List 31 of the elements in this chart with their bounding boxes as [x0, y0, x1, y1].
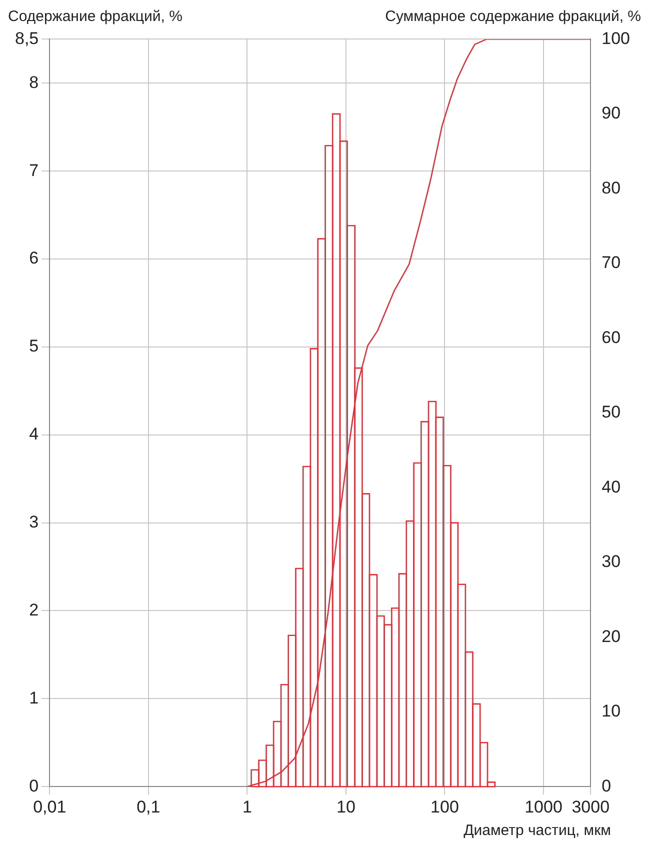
x-tick-label: 100 — [430, 797, 459, 816]
y-tick-label: 4 — [29, 424, 39, 444]
y2-tick-label: 100 — [602, 28, 630, 48]
x-tick-label: 0,1 — [136, 797, 160, 816]
y-tick-label: 0 — [29, 776, 39, 796]
y-tick-label: 8 — [29, 72, 39, 92]
y2-tick-label: 80 — [602, 178, 621, 198]
x-tick-label: 10 — [336, 797, 356, 816]
y-tick-label: 3 — [29, 512, 39, 532]
y2-axis-title: Суммарное содержание фракций, % — [385, 8, 641, 25]
y-tick-label: 7 — [29, 160, 39, 180]
y2-tick-label: 60 — [602, 328, 621, 347]
y2-tick-label: 0 — [602, 776, 612, 796]
y2-tick-label: 90 — [602, 104, 621, 123]
x-tick-label: 3000 — [572, 797, 610, 816]
y-tick-label: 2 — [29, 600, 39, 620]
y-tick-label: 6 — [29, 248, 39, 268]
x-axis-title: Диаметр частиц, мкм — [464, 822, 611, 839]
y2-tick-label: 30 — [602, 552, 621, 572]
y2-tick-label: 10 — [602, 702, 621, 721]
x-tick-label: 0,01 — [33, 797, 66, 816]
y-tick-label: 1 — [29, 688, 39, 708]
y2-tick-label: 70 — [602, 253, 621, 272]
y2-tick-label: 20 — [602, 626, 621, 646]
y-tick-label: 5 — [29, 336, 39, 356]
y2-tick-label: 50 — [602, 402, 621, 422]
y-tick-label: 8,5 — [14, 28, 39, 48]
x-tick-label: 1 — [242, 797, 252, 816]
x-tick-label: 1000 — [524, 797, 562, 816]
y2-tick-label: 40 — [602, 477, 621, 496]
y-axis-title: Содержание фракций, % — [8, 8, 182, 25]
